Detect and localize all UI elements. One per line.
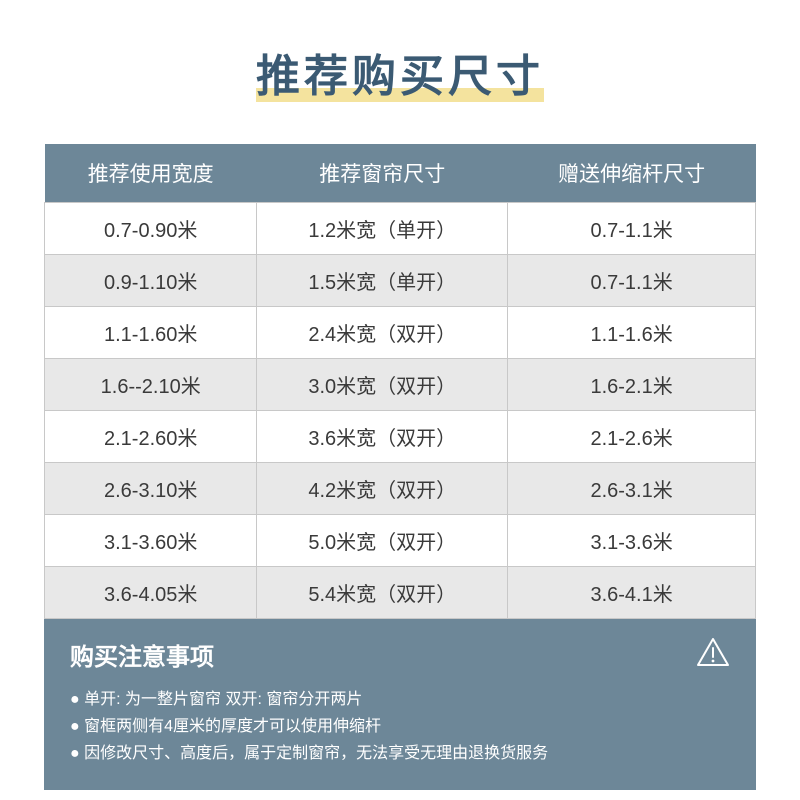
notice-item: ● 窗框两侧有4厘米的厚度才可以使用伸缩杆	[70, 713, 730, 740]
notice-list: ● 单开: 为一整片窗帘 双开: 窗帘分开两片● 窗框两侧有4厘米的厚度才可以使…	[70, 686, 730, 768]
table-cell: 3.1-3.6米	[508, 515, 756, 567]
table-row: 0.9-1.10米1.5米宽（单开）0.7-1.1米	[45, 255, 756, 307]
title-text: 推荐购买尺寸	[256, 52, 544, 101]
table-cell: 1.1-1.60米	[45, 307, 257, 359]
notice-section: 购买注意事项 ● 单开: 为一整片窗帘 双开: 窗帘分开两片● 窗框两侧有4厘米…	[44, 619, 756, 790]
table-row: 2.6-3.10米4.2米宽（双开）2.6-3.1米	[45, 463, 756, 515]
col-header-curtain: 推荐窗帘尺寸	[257, 144, 508, 203]
notice-item: ● 单开: 为一整片窗帘 双开: 窗帘分开两片	[70, 686, 730, 713]
table-row: 1.6--2.10米3.0米宽（双开）1.6-2.1米	[45, 359, 756, 411]
col-header-width: 推荐使用宽度	[45, 144, 257, 203]
table-cell: 3.6米宽（双开）	[257, 411, 508, 463]
table-body: 0.7-0.90米1.2米宽（单开）0.7-1.1米0.9-1.10米1.5米宽…	[45, 203, 756, 619]
table-cell: 2.1-2.6米	[508, 411, 756, 463]
notice-item: ● 因修改尺寸、高度后，属于定制窗帘，无法享受无理由退换货服务	[70, 740, 730, 767]
table-cell: 2.6-3.1米	[508, 463, 756, 515]
page-title: 推荐购买尺寸	[256, 40, 544, 104]
table-row: 0.7-0.90米1.2米宽（单开）0.7-1.1米	[45, 203, 756, 255]
table-cell: 2.4米宽（双开）	[257, 307, 508, 359]
table-cell: 2.6-3.10米	[45, 463, 257, 515]
table-row: 2.1-2.60米3.6米宽（双开）2.1-2.6米	[45, 411, 756, 463]
table-cell: 4.2米宽（双开）	[257, 463, 508, 515]
size-table: 推荐使用宽度 推荐窗帘尺寸 赠送伸缩杆尺寸 0.7-0.90米1.2米宽（单开）…	[44, 144, 756, 619]
table-cell: 0.7-0.90米	[45, 203, 257, 255]
header-row: 推荐使用宽度 推荐窗帘尺寸 赠送伸缩杆尺寸	[45, 144, 756, 203]
table-cell: 3.6-4.05米	[45, 567, 257, 619]
table-cell: 0.7-1.1米	[508, 203, 756, 255]
table-cell: 1.6--2.10米	[45, 359, 257, 411]
title-section: 推荐购买尺寸	[44, 40, 756, 104]
notice-title: 购买注意事项	[70, 637, 730, 672]
table-cell: 0.9-1.10米	[45, 255, 257, 307]
table-cell: 1.6-2.1米	[508, 359, 756, 411]
table-cell: 3.0米宽（双开）	[257, 359, 508, 411]
table-cell: 1.1-1.6米	[508, 307, 756, 359]
table-cell: 3.1-3.60米	[45, 515, 257, 567]
table-cell: 1.5米宽（单开）	[257, 255, 508, 307]
warning-icon	[696, 637, 730, 667]
table-cell: 0.7-1.1米	[508, 255, 756, 307]
col-header-rod: 赠送伸缩杆尺寸	[508, 144, 756, 203]
table-cell: 5.4米宽（双开）	[257, 567, 508, 619]
table-cell: 3.6-4.1米	[508, 567, 756, 619]
table-row: 3.1-3.60米5.0米宽（双开）3.1-3.6米	[45, 515, 756, 567]
table-cell: 5.0米宽（双开）	[257, 515, 508, 567]
table-cell: 1.2米宽（单开）	[257, 203, 508, 255]
table-row: 3.6-4.05米5.4米宽（双开）3.6-4.1米	[45, 567, 756, 619]
table-row: 1.1-1.60米2.4米宽（双开）1.1-1.6米	[45, 307, 756, 359]
table-cell: 2.1-2.60米	[45, 411, 257, 463]
table-header: 推荐使用宽度 推荐窗帘尺寸 赠送伸缩杆尺寸	[45, 144, 756, 203]
